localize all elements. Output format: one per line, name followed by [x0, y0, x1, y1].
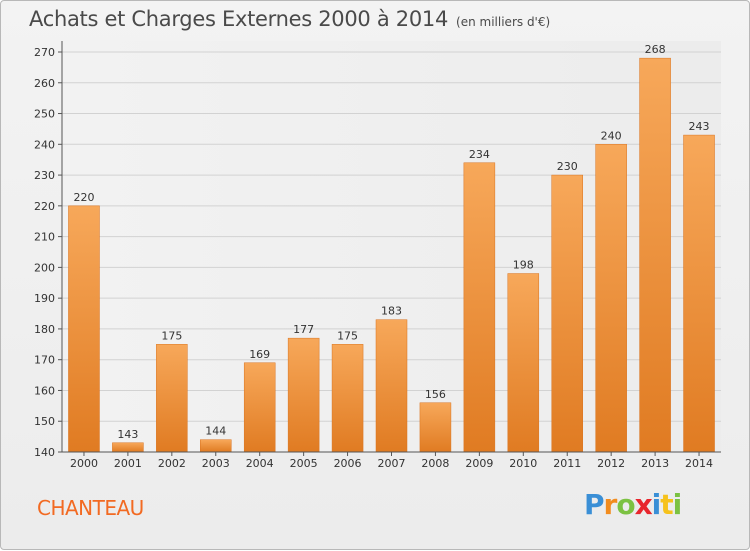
y-tick-label: 270: [34, 46, 55, 59]
x-tick-label: 2003: [202, 457, 230, 470]
bar: [595, 144, 627, 453]
bar: [683, 134, 715, 453]
x-tick-label: 2013: [641, 457, 669, 470]
data-label: 183: [381, 305, 402, 318]
y-tick-label: 260: [34, 77, 55, 90]
y-tick-label: 190: [34, 292, 55, 305]
title-text: Achats et Charges Externes 2000 à 2014: [29, 7, 449, 31]
bar: [419, 402, 452, 453]
data-label: 243: [689, 120, 710, 133]
logo-letter: t: [660, 488, 673, 521]
proxiti-logo: Proxiti: [584, 488, 683, 521]
y-tick-label: 180: [34, 323, 55, 336]
data-label: 177: [293, 323, 314, 336]
data-label: 144: [205, 425, 226, 438]
bar: [507, 273, 540, 453]
data-label: 143: [117, 428, 138, 441]
data-label: 175: [337, 329, 358, 342]
bar: [551, 174, 583, 453]
bar: [375, 319, 408, 453]
bar: [112, 442, 144, 453]
y-tick-label: 220: [34, 200, 55, 213]
x-tick-label: 2007: [378, 457, 406, 470]
x-tick-label: 2002: [158, 457, 186, 470]
bar: [68, 205, 100, 453]
x-tick-label: 2009: [465, 457, 493, 470]
data-label: 156: [425, 388, 446, 401]
logo-letter: i: [672, 488, 683, 521]
y-tick-label: 170: [34, 354, 55, 367]
bar: [331, 344, 364, 453]
commune-name: CHANTEAU: [37, 496, 144, 520]
logo-letter: o: [616, 488, 635, 521]
y-tick-label: 210: [34, 231, 55, 244]
chart-title: Achats et Charges Externes 2000 à 2014 (e…: [29, 7, 550, 31]
data-label: 169: [249, 348, 270, 361]
x-tick-label: 2011: [553, 457, 581, 470]
x-tick-label: 2005: [290, 457, 318, 470]
y-tick-label: 250: [34, 108, 55, 121]
bars: 220 143 175 144 169 177 175 183 156 234 198 230 240 2…: [68, 43, 715, 453]
bar: [463, 162, 496, 453]
data-label: 234: [469, 148, 490, 161]
x-tick-label: 2000: [70, 457, 98, 470]
logo-letter: i: [651, 488, 662, 521]
logo-letter: P: [584, 488, 605, 521]
y-tick-label: 230: [34, 169, 55, 182]
x-tick-label: 2014: [685, 457, 713, 470]
bar: [639, 57, 671, 453]
data-label: 268: [645, 43, 666, 56]
x-tick-label: 2004: [246, 457, 274, 470]
data-label: 175: [161, 329, 182, 342]
y-tick-label: 200: [34, 261, 55, 274]
x-tick-label: 2008: [421, 457, 449, 470]
bar: [243, 362, 276, 453]
data-label: 198: [513, 259, 534, 272]
x-tick-label: 2001: [114, 457, 142, 470]
x-tick-label: 2006: [334, 457, 362, 470]
x-tick-label: 2010: [509, 457, 537, 470]
bar: [287, 337, 320, 453]
y-tick-label: 160: [34, 384, 55, 397]
axes: 140 150 160 170 180 190 200 210 220 230 240 250 260 2…: [34, 41, 721, 470]
y-tick-label: 150: [34, 415, 55, 428]
logo-letter: x: [634, 488, 653, 521]
logo-letter: r: [603, 488, 618, 521]
x-tick-label: 2012: [597, 457, 625, 470]
y-tick-label: 240: [34, 138, 55, 151]
bar: [200, 439, 232, 453]
unit-label: (en milliers d'€): [456, 15, 551, 29]
data-label: 230: [557, 160, 578, 173]
y-tick-label: 140: [34, 446, 55, 459]
data-label: 220: [73, 191, 94, 204]
bar: [156, 344, 188, 453]
data-label: 240: [601, 129, 622, 142]
